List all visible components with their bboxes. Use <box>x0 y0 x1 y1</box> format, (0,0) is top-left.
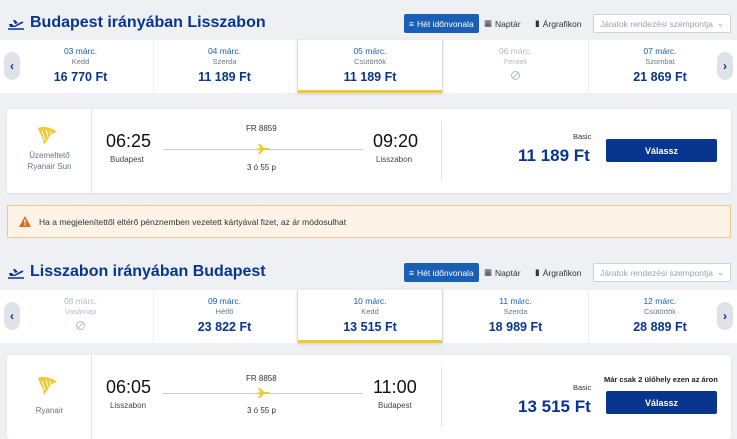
date-cell[interactable]: 12 márc. Csütörtök 28 889 Ft <box>633 296 687 334</box>
flight-price: 11 189 Ft <box>518 146 590 165</box>
date-cell-no-flight: 06 márc. Péntek <box>443 40 589 93</box>
calendar-view-button[interactable]: ▦ Naptár <box>484 18 521 29</box>
date-cell[interactable]: 09 márc. Hétfő 23 822 Ft <box>152 290 298 343</box>
list-icon: ≡ <box>409 18 414 29</box>
prev-dates-button[interactable]: ‹ <box>4 302 20 330</box>
ryanair-harp-logo <box>38 377 57 395</box>
flight-duration: 3 ó 55 p <box>247 406 276 415</box>
calendar-icon: ▦ <box>484 267 493 277</box>
chevron-down-icon: ⌄ <box>716 18 724 28</box>
date-cell[interactable]: 03 márc. Kedd 16 770 Ft <box>8 40 154 93</box>
inbound-date-strip: ‹ 08 márc. Vasárnap 09 márc. Hétfő 23 82… <box>0 290 737 343</box>
week-view-button[interactable]: ≡ Hét időnvonala <box>404 14 479 33</box>
date-cell-selected[interactable]: 10 márc. Kedd 13 515 Ft <box>297 290 443 343</box>
operator-name: Ryanair <box>35 406 64 415</box>
operator-name: Ryanair Sun <box>27 162 72 171</box>
seats-left-note: Már csak 2 ülőhely ezen az áron <box>604 375 718 384</box>
sort-select[interactable]: Járatok rendezési szempontja ⌄ <box>593 14 731 33</box>
chevron-left-icon: ‹ <box>10 309 14 323</box>
chevron-right-icon: › <box>723 309 727 323</box>
bar-chart-icon: ▮ <box>535 267 540 277</box>
flight-number: FR 8858 <box>246 374 277 383</box>
flight-number: FR 8859 <box>246 124 277 133</box>
no-flight-icon <box>511 71 520 80</box>
warning-icon <box>19 216 31 227</box>
plane-icon <box>256 144 270 154</box>
inbound-flight-card: Ryanair 06:05 Lisszabon FR 8858 3 ó 55 p… <box>7 355 731 439</box>
select-flight-button[interactable]: Válassz <box>606 139 717 162</box>
departure-time: 06:25 <box>106 131 152 151</box>
flight-price: 13 515 Ft <box>518 397 591 416</box>
select-flight-button[interactable]: Válassz <box>606 391 717 414</box>
arrival-time: 09:20 <box>373 131 419 151</box>
plane-takeoff-icon <box>8 20 24 30</box>
chart-view-button[interactable]: ▮ Árgrafikon <box>535 267 582 278</box>
date-cell[interactable]: 07 márc. Szombat 21 869 Ft <box>633 46 687 84</box>
ryanair-harp-logo <box>38 127 57 145</box>
fare-type: Basic <box>573 383 592 392</box>
departure-city: Budapest <box>110 155 144 164</box>
list-icon: ≡ <box>409 267 414 278</box>
warning-text: Ha a megjelenítettől eltérő pénznemben v… <box>39 216 347 227</box>
departure-time: 06:05 <box>106 377 152 397</box>
operator-info: Ryanair <box>7 355 92 439</box>
card-divider <box>441 121 442 181</box>
operator-label: Üzemeltető <box>29 151 70 160</box>
arrival-city: Budapest <box>378 401 412 410</box>
sort-select[interactable]: Járatok rendezési szempontja ⌄ <box>593 263 731 282</box>
plane-icon <box>256 388 270 398</box>
plane-takeoff-icon <box>8 269 24 279</box>
outbound-header: Budapest irányában Lisszabon ≡ Hét időnvo… <box>0 12 737 36</box>
chevron-right-icon: › <box>723 59 727 73</box>
departure-city: Lisszabon <box>110 401 147 410</box>
inbound-header: Lisszabon irányában Budapest ≡ Hét időnvo… <box>0 261 737 285</box>
outbound-flight-card: Üzemeltető Ryanair Sun 06:25 Budapest FR… <box>7 109 731 193</box>
card-divider <box>441 367 442 427</box>
outbound-title: Budapest irányában Lisszabon <box>30 14 266 31</box>
date-cell-selected[interactable]: 05 márc. Csütörtök 11 189 Ft <box>297 40 443 93</box>
next-dates-button[interactable]: › <box>717 302 733 330</box>
date-cell-no-flight: 08 márc. Vasárnap <box>8 290 154 343</box>
currency-warning: Ha a megjelenítettől eltérő pénznemben v… <box>7 205 731 238</box>
chevron-down-icon: ⌄ <box>716 267 724 277</box>
date-cell[interactable]: 11 márc. Szerda 18 989 Ft <box>443 290 589 343</box>
chevron-left-icon: ‹ <box>10 59 14 73</box>
chart-view-button[interactable]: ▮ Árgrafikon <box>535 18 582 29</box>
prev-dates-button[interactable]: ‹ <box>4 52 20 80</box>
no-flight-icon <box>76 321 85 330</box>
operator-info: Üzemeltető Ryanair Sun <box>7 109 92 193</box>
inbound-title: Lisszabon irányában Budapest <box>30 263 266 280</box>
calendar-view-button[interactable]: ▦ Naptár <box>484 267 521 278</box>
date-cell[interactable]: 04 márc. Szerda 11 189 Ft <box>152 40 298 93</box>
fare-type: Basic <box>573 132 592 141</box>
bar-chart-icon: ▮ <box>535 18 540 28</box>
calendar-icon: ▦ <box>484 18 493 28</box>
week-view-button[interactable]: ≡ Hét időnvonala <box>404 263 479 282</box>
outbound-date-strip: ‹ 03 márc. Kedd 16 770 Ft 04 márc. Szerd… <box>0 40 737 93</box>
flight-duration: 3 ó 55 p <box>247 163 276 172</box>
arrival-time: 11:00 <box>373 377 417 397</box>
next-dates-button[interactable]: › <box>717 52 733 80</box>
arrival-city: Lisszabon <box>376 155 413 164</box>
